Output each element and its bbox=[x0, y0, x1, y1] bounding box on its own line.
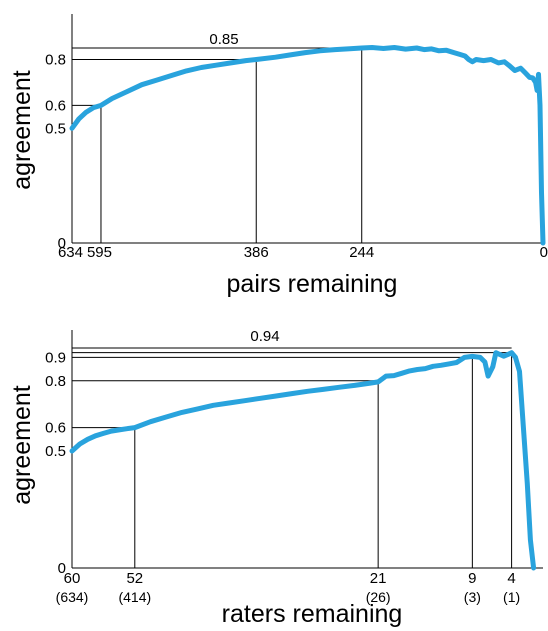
x-tick-sublabel: (26) bbox=[366, 589, 391, 605]
y-tick-label: 0.6 bbox=[45, 97, 66, 114]
y-tick-label: 0.9 bbox=[45, 349, 66, 366]
x-tick-label: 244 bbox=[349, 244, 374, 261]
x-tick-label: 60 bbox=[64, 570, 81, 587]
x-tick-sublabel: (414) bbox=[118, 589, 151, 605]
x-axis-title: pairs remaining bbox=[227, 270, 398, 298]
x-tick-label: 4 bbox=[507, 570, 515, 587]
series-line bbox=[69, 350, 537, 571]
x-tick-label: 0 bbox=[540, 244, 548, 261]
y-tick-label: 0 bbox=[58, 560, 66, 577]
y-axis-title: agreement bbox=[8, 70, 36, 190]
x-tick-label: 634 bbox=[58, 244, 83, 261]
y-tick-label: 0.5 bbox=[45, 120, 66, 137]
chart-panel-pairs: 0 0.5 0.6 0.8 634 595 386 244 0 0.85 pairs remaini… bbox=[8, 14, 548, 298]
x-tick-sublabel: (3) bbox=[464, 589, 481, 605]
chart-panel-raters: 0 0.5 0.6 0.8 0.9 60 (634) 52 (414) 21 (26) 9 (3) 4 (1… bbox=[8, 328, 543, 628]
x-tick-label: 21 bbox=[370, 570, 387, 587]
y-tick-label: 0.5 bbox=[45, 443, 66, 460]
x-axis-title: raters remaining bbox=[222, 600, 403, 628]
y-tick-label: 0 bbox=[58, 235, 66, 252]
y-tick-label: 0.8 bbox=[45, 373, 66, 390]
x-tick-sublabel: (634) bbox=[56, 589, 89, 605]
y-axis-title: agreement bbox=[8, 385, 36, 505]
y-tick-label: 0.6 bbox=[45, 420, 66, 437]
x-tick-sublabel: (1) bbox=[503, 589, 520, 605]
series-line bbox=[69, 45, 546, 246]
x-tick-label: 386 bbox=[244, 244, 269, 261]
x-tick-label: 52 bbox=[126, 570, 143, 587]
y-tick-label: 0.8 bbox=[45, 51, 66, 68]
annotation-label: 0.85 bbox=[209, 31, 238, 48]
x-tick-label: 595 bbox=[87, 244, 112, 261]
annotation-label: 0.94 bbox=[250, 328, 279, 345]
x-tick-label: 9 bbox=[468, 570, 476, 587]
